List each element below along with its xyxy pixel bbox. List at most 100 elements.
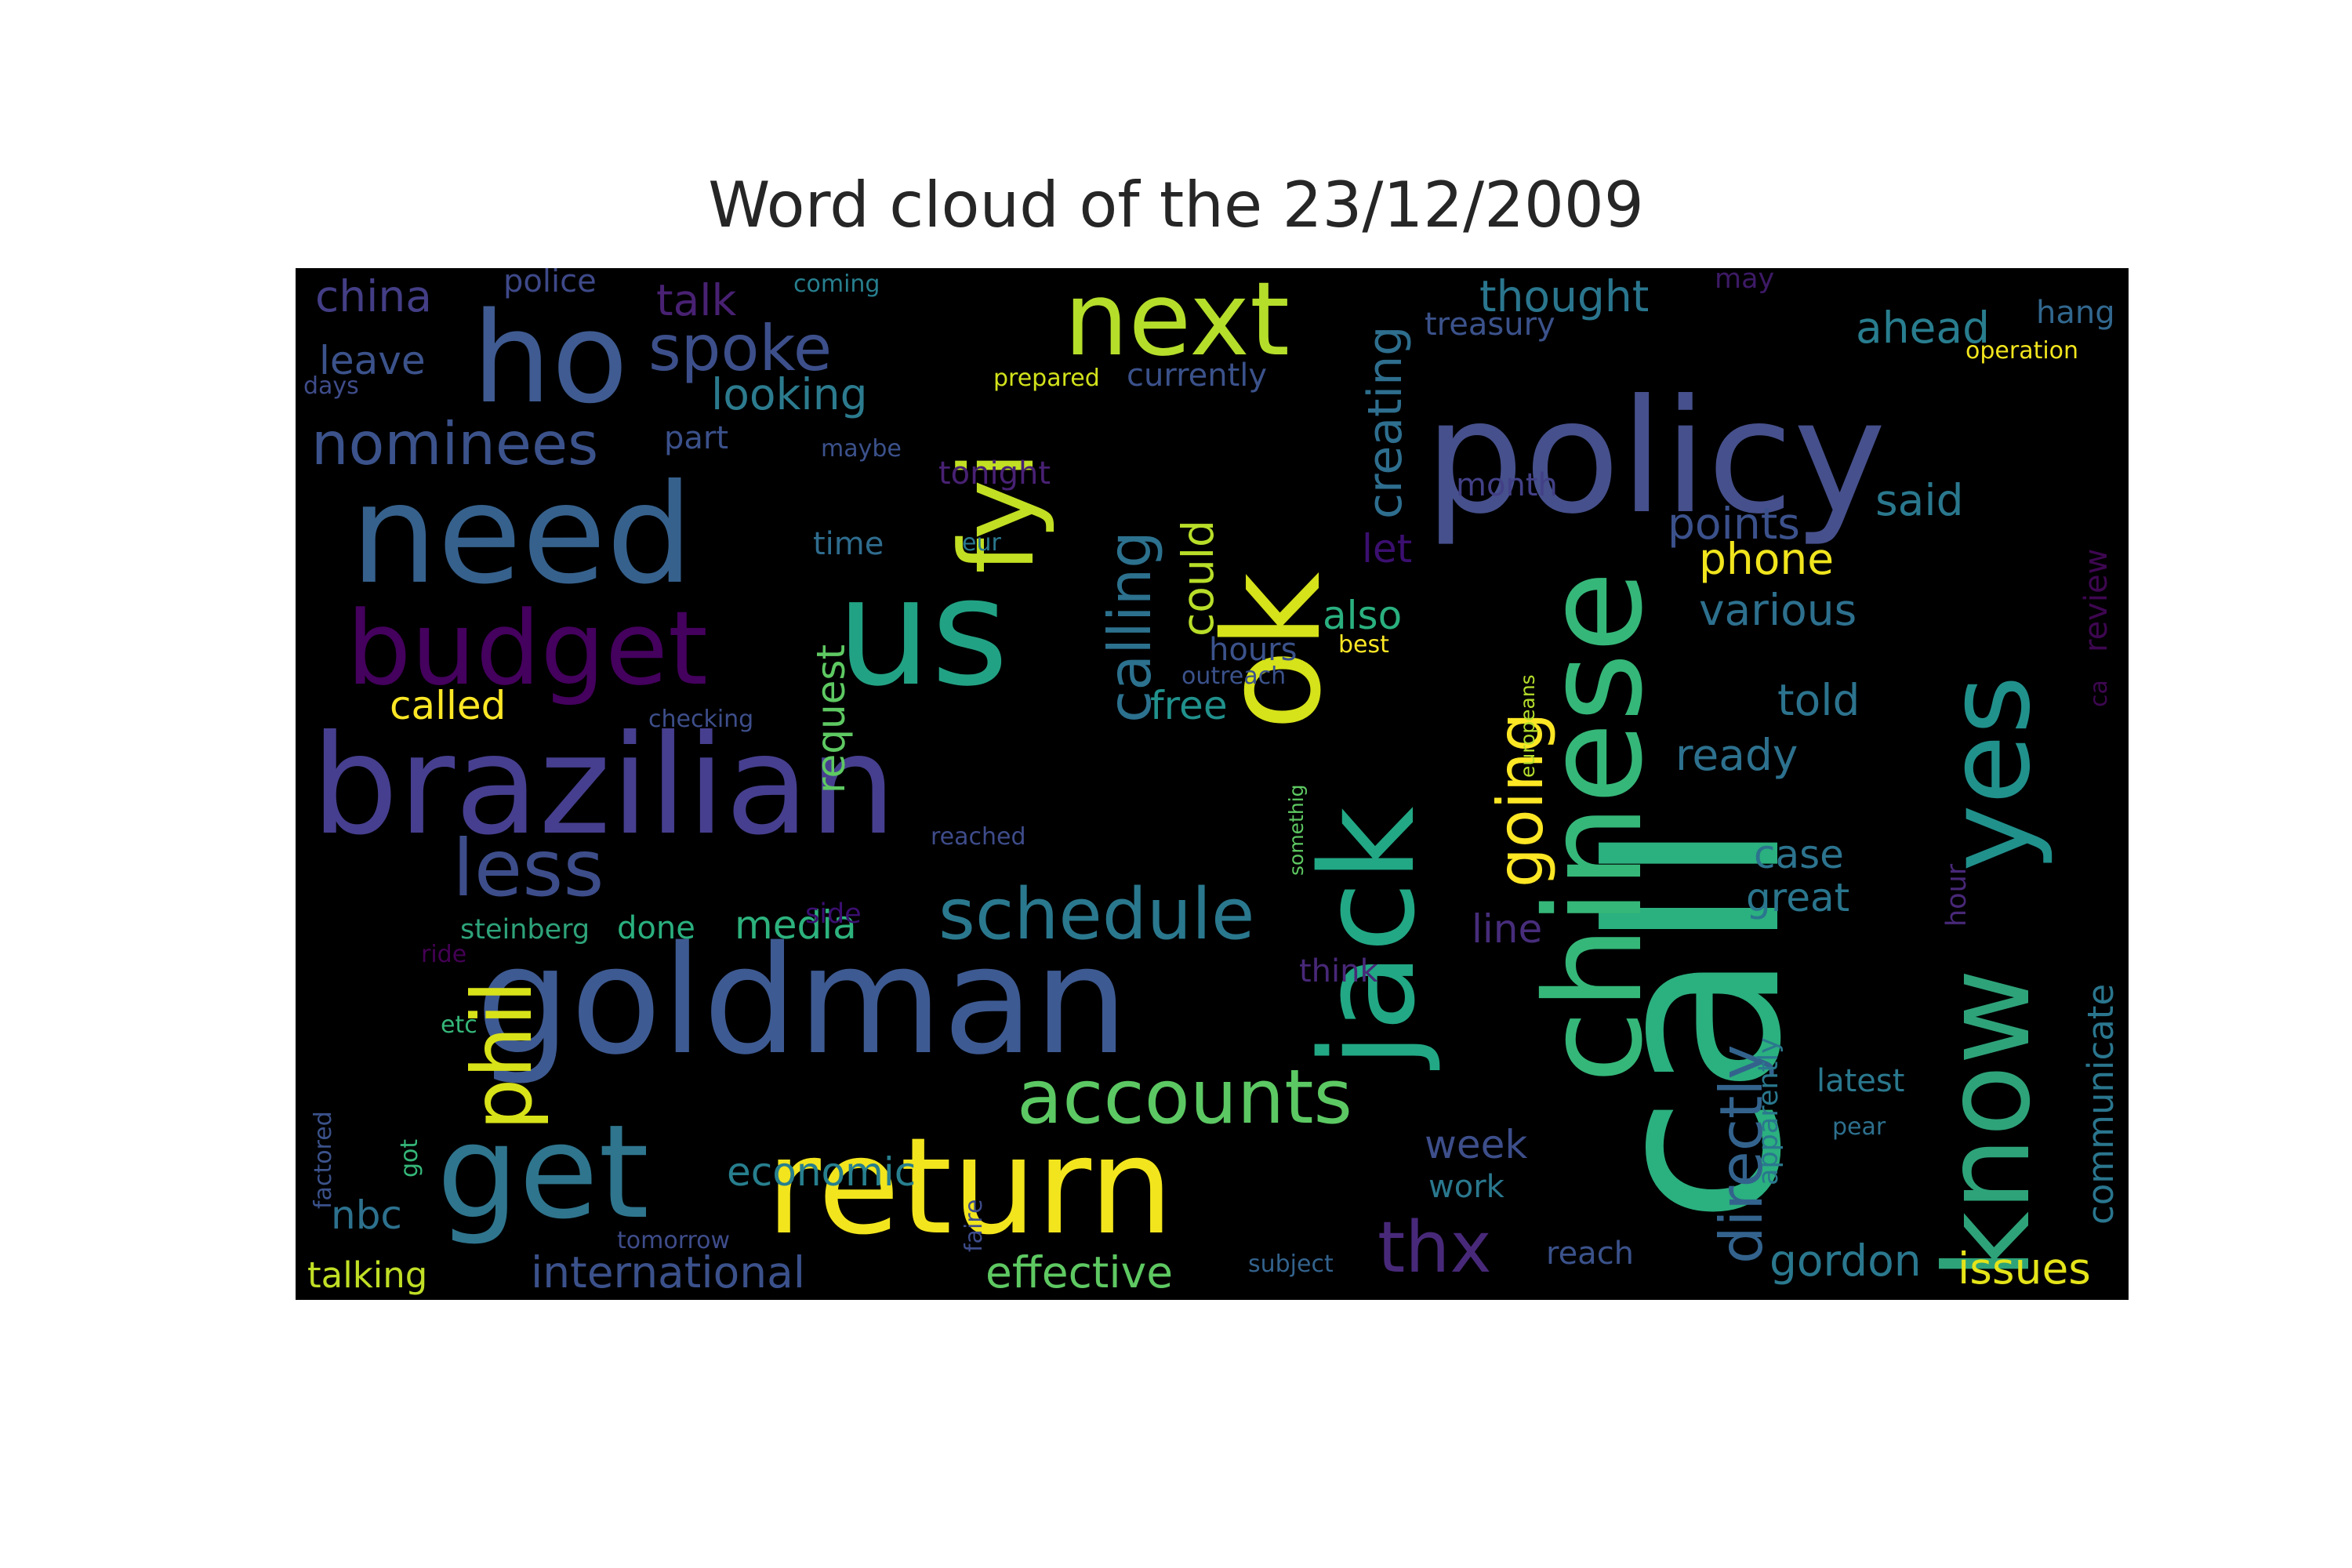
word-called: called [390,683,506,728]
word-pear: pear [1832,1113,1886,1141]
word-operation: operation [1965,337,2078,365]
word-case: case [1754,832,1844,877]
word-also: also [1323,593,1402,638]
word-chinese: chinese [1517,571,1672,1083]
word-ahead: ahead [1856,303,1990,353]
word-us: us [837,546,1008,719]
word-talking: talking [307,1254,427,1296]
word-media: media [735,902,857,948]
word-know: know [1920,969,2056,1279]
word-policy: policy [1425,366,1886,549]
word-talk: talk [656,275,737,325]
word-side: side [805,898,862,930]
word-request: request [808,644,854,793]
word-eur: eur [962,529,1001,557]
word-got: got [396,1139,423,1178]
word-somethig: somethig [1285,784,1308,876]
word-going: going [1484,713,1557,887]
word-hour: hour [1941,863,1973,927]
word-best: best [1338,631,1389,659]
word-looking: looking [711,369,867,419]
word-ok: ok [1196,572,1351,731]
word-checking: checking [648,706,753,733]
word-brazilian: brazilian [311,706,896,866]
word-thx: thx [1377,1207,1492,1289]
word-coming: coming [793,270,880,298]
word-ca: ca [2085,680,2113,707]
word-work: work [1428,1169,1505,1205]
word-think: think [1299,953,1379,989]
word-spoke: spoke [648,312,832,385]
word-days: days [303,372,359,400]
word-latest: latest [1817,1063,1904,1099]
word-time: time [813,526,884,562]
word-currently: currently [1127,358,1267,394]
word-hours: hours [1209,632,1297,668]
word-next: next [1064,268,1290,379]
word-said: said [1875,475,1964,525]
word-reached: reached [931,823,1026,851]
word-reach: reach [1546,1236,1634,1272]
word-creating: creating [1358,326,1413,519]
word-apparently: apparently [1753,1037,1784,1185]
word-told: told [1777,675,1860,725]
word-let: let [1362,526,1412,572]
word-accounts: accounts [1017,1054,1352,1141]
chart-title: Word cloud of the 23/12/2009 [708,169,1644,241]
word-free: free [1150,683,1228,728]
word-part: part [664,420,728,456]
word-jack: jack [1293,806,1443,1070]
word-less: less [452,822,604,914]
word-economic: economic [727,1149,916,1195]
word-goldman: goldman [476,914,1128,1087]
word-issues: issues [1958,1243,2091,1294]
word-may: may [1715,268,1774,295]
word-faire: faire [960,1200,988,1252]
word-tonight: tonight [938,456,1051,492]
word-schedule: schedule [938,873,1254,956]
word-phone: phone [1699,534,1834,584]
word-cloud-panel: call policy goldman brazilian chinese need ret… [296,268,2129,1300]
word-could: could [1173,520,1223,637]
word-etc: etc [441,1011,477,1039]
word-ho: ho [472,285,628,431]
word-great: great [1746,875,1849,920]
word-factored: factored [310,1111,337,1209]
word-month: month [1456,467,1558,503]
word-nbc: nbc [331,1192,402,1238]
word-gordon: gordon [1769,1236,1922,1286]
word-ride: ride [421,941,466,968]
word-phil: phil [455,980,550,1131]
word-treasury: treasury [1425,307,1555,343]
word-police: police [503,268,597,299]
word-return: return [766,1109,1174,1265]
word-thought: thought [1479,271,1649,321]
word-effective: effective [985,1247,1173,1298]
word-china: china [315,271,432,321]
word-week: week [1425,1122,1527,1167]
word-leave: leave [319,338,426,383]
word-get: get [437,1097,649,1247]
word-budget: budget [347,589,708,708]
word-steinberg: steinberg [460,914,590,946]
word-need: need [350,456,693,615]
word-maybe: maybe [821,435,902,463]
word-nominees: nominees [311,409,598,478]
word-europeans: europeans [1516,674,1539,778]
word-outreach: outreach [1181,662,1286,690]
word-fyi: fyi [938,451,1057,574]
word-tomorrow: tomorrow [617,1227,730,1254]
word-points: points [1668,499,1800,549]
word-ready: ready [1675,730,1798,780]
word-subject: subject [1248,1250,1334,1278]
word-call: call [1559,821,1833,1225]
word-directly: directly [1707,1044,1776,1264]
word-yes: yes [1923,675,2056,872]
word-calling: calling [1095,531,1164,723]
word-line: line [1472,906,1542,952]
word-international: international [531,1247,805,1298]
word-prepared: prepared [993,365,1100,392]
word-various: various [1699,585,1857,635]
word-done: done [617,910,695,946]
word-review: review [2078,549,2114,652]
